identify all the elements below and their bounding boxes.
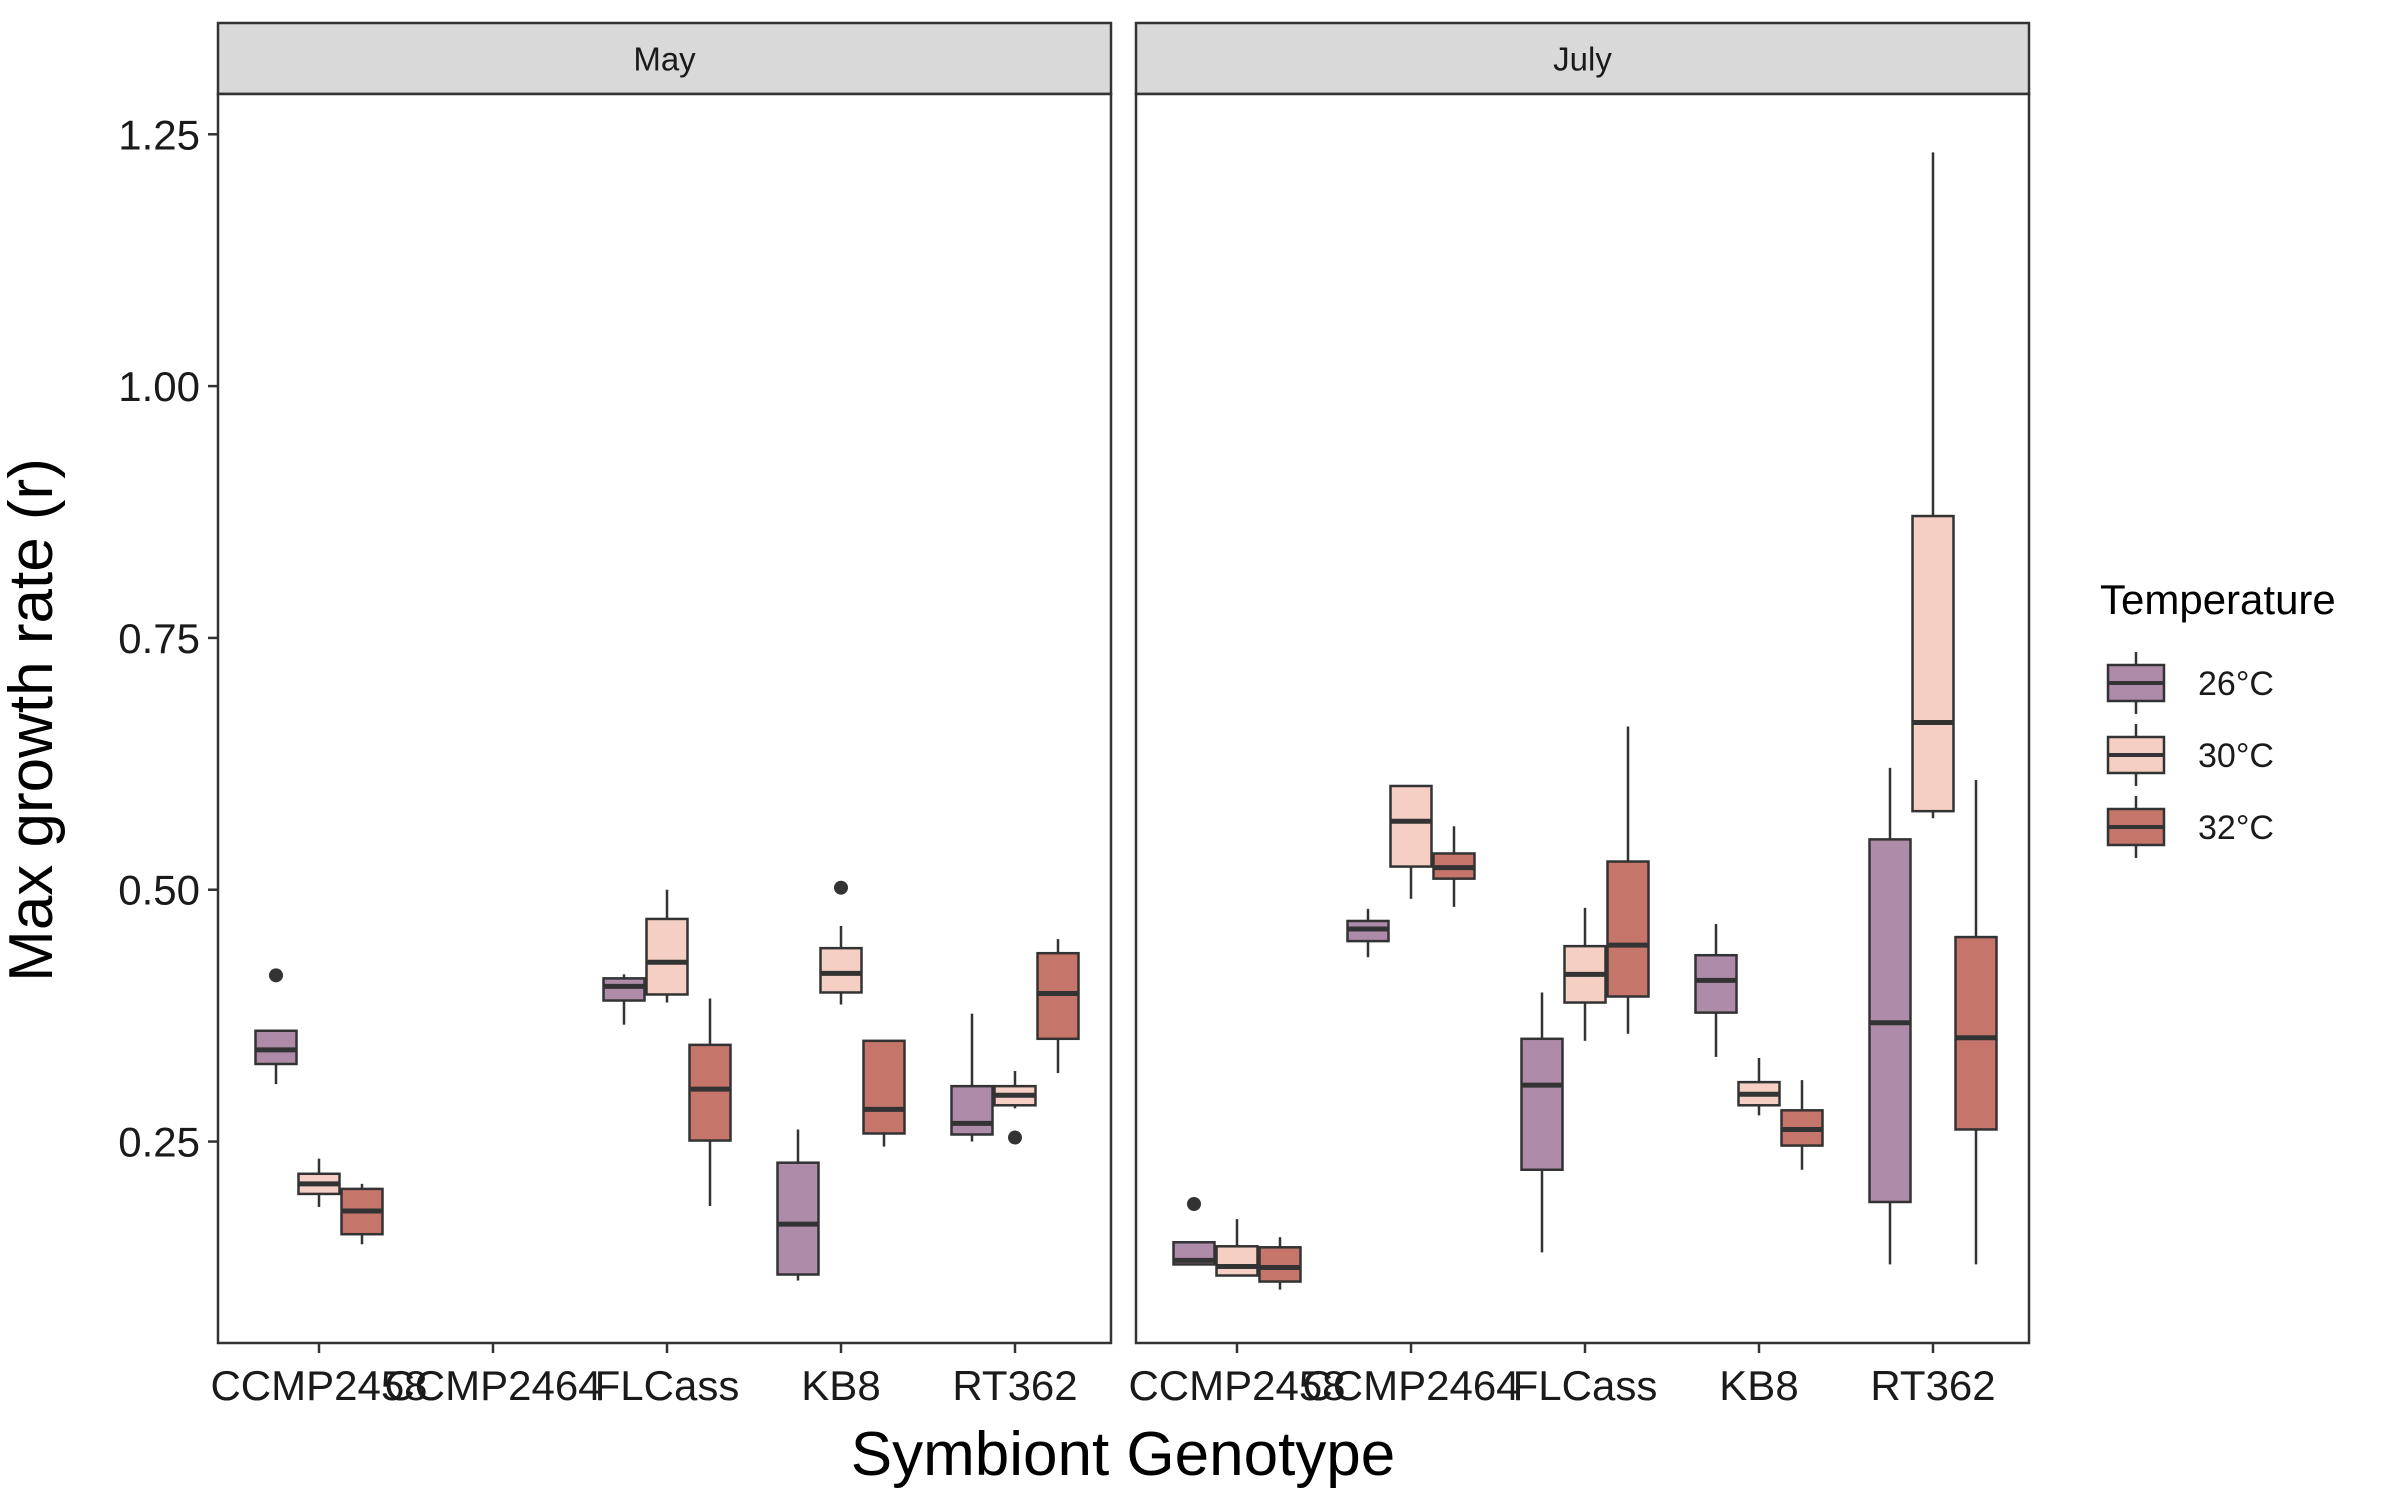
x-axis-title: Symbiont Genotype	[851, 1420, 1396, 1489]
box-kb8-30c	[1737, 1057, 1781, 1116]
outlier-point	[269, 968, 283, 983]
box-kb8-32c	[1780, 1080, 1824, 1170]
x-tick-label: KB8	[801, 1362, 880, 1409]
outlier-point	[834, 880, 848, 895]
box-body	[1520, 1037, 1564, 1172]
box-ccmp2464-30c	[1389, 784, 1433, 899]
box-rt362-32c	[1954, 779, 1998, 1265]
y-axis-title: Max growth rate (r)	[0, 458, 66, 982]
y-tick-label: 0.75	[118, 615, 200, 662]
x-tick-label: FLCass	[1513, 1362, 1658, 1409]
box-flcass-30c	[645, 889, 689, 1003]
box-ccmp2464-32c	[1432, 826, 1476, 907]
box-body	[254, 1029, 298, 1066]
box-body	[819, 946, 863, 994]
box-ccmp2458-26c	[1172, 1196, 1216, 1266]
box-body	[1911, 514, 1955, 813]
x-tick-label: CCMP2464	[384, 1362, 601, 1409]
box-rt362-26c	[950, 1013, 994, 1142]
box-body	[1389, 784, 1433, 868]
x-tick-label: CCMP2464	[1302, 1362, 1519, 1409]
legend-entry: 32°C	[2106, 796, 2274, 858]
x-tick-label: RT362	[1870, 1362, 1995, 1409]
box-rt362-32c	[1036, 939, 1080, 1074]
x-tick-label: CCMP2458	[210, 1362, 427, 1409]
box-body	[645, 917, 689, 996]
legend-label: 32°C	[2198, 809, 2274, 847]
facet-strip-label: July	[1553, 41, 1612, 78]
y-tick-label: 1.00	[118, 363, 200, 410]
box-flcass-32c	[1606, 726, 1650, 1034]
box-rt362-30c	[993, 1071, 1037, 1145]
box-body	[862, 1039, 906, 1135]
outlier-point	[1008, 1130, 1022, 1145]
y-tick-label: 0.50	[118, 867, 200, 914]
y-tick-label: 1.25	[118, 111, 200, 158]
box-ccmp2458-32c	[1258, 1237, 1302, 1290]
box-kb8-30c	[819, 880, 863, 1005]
box-body	[1606, 860, 1650, 998]
facet-strip-label: May	[633, 41, 696, 78]
box-body	[1954, 935, 1998, 1131]
legend: Temperature 26°C 30°C 32°C	[2100, 576, 2336, 858]
x-tick-label: FLCass	[595, 1362, 740, 1409]
box-rt362-30c	[1911, 152, 1955, 819]
legend-entries: 26°C 30°C 32°C	[2106, 652, 2274, 858]
legend-title: Temperature	[2100, 576, 2336, 623]
box-flcass-26c	[1520, 992, 1564, 1253]
legend-label: 30°C	[2198, 737, 2274, 775]
box-kb8-26c	[1694, 923, 1738, 1057]
box-ccmp2458-32c	[340, 1183, 384, 1245]
legend-entry: 26°C	[2106, 652, 2274, 714]
box-body	[688, 1043, 732, 1142]
box-body	[1258, 1246, 1302, 1283]
outlier-point	[1187, 1196, 1201, 1211]
legend-entry: 30°C	[2106, 724, 2274, 786]
facet-strip	[216, 21, 1113, 96]
box-ccmp2458-30c	[297, 1158, 341, 1208]
box-ccmp2464-26c	[1346, 908, 1390, 958]
box-body	[1215, 1245, 1259, 1277]
legend-label: 26°C	[2198, 665, 2274, 703]
box-body	[950, 1084, 994, 1136]
box-flcass-26c	[602, 974, 646, 1025]
facet-strip	[1134, 21, 2031, 96]
box-body	[1694, 953, 1738, 1014]
box-ccmp2458-30c	[1215, 1219, 1259, 1277]
box-kb8-32c	[862, 1039, 906, 1147]
box-body	[602, 977, 646, 1002]
box-body	[1036, 951, 1080, 1041]
panel-border	[216, 92, 1113, 1345]
box-body	[776, 1161, 820, 1276]
y-axis: 0.25 0.50 0.75 1.00 1.25	[118, 111, 218, 1166]
box-kb8-26c	[776, 1129, 820, 1281]
y-tick-label: 0.25	[118, 1119, 200, 1166]
x-tick-label: CCMP2458	[1128, 1362, 1345, 1409]
x-tick-label: RT362	[952, 1362, 1077, 1409]
box-flcass-32c	[688, 998, 732, 1207]
x-tick-label: KB8	[1719, 1362, 1798, 1409]
box-ccmp2458-26c	[254, 968, 298, 1085]
box-rt362-26c	[1868, 767, 1912, 1265]
box-flcass-30c	[1563, 907, 1607, 1041]
